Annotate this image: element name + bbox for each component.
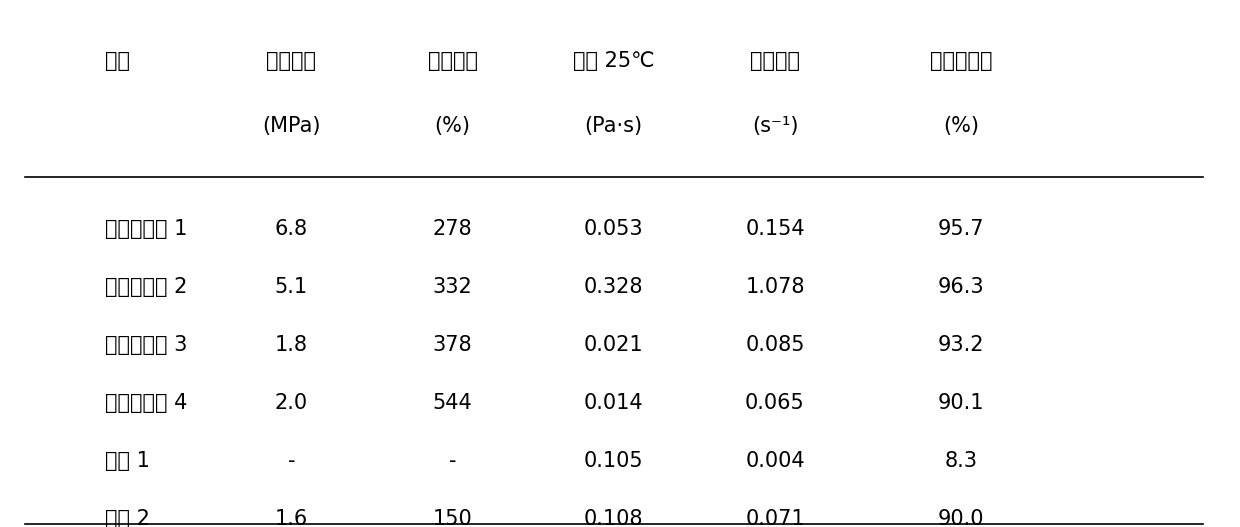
Text: 0.071: 0.071	[745, 509, 805, 527]
Text: 96.3: 96.3	[937, 277, 985, 297]
Text: 引发速率: 引发速率	[750, 51, 800, 71]
Text: 0.053: 0.053	[584, 219, 644, 239]
Text: 90.0: 90.0	[937, 509, 985, 527]
Text: 95.7: 95.7	[937, 219, 985, 239]
Text: 拉伸应力: 拉伸应力	[267, 51, 316, 71]
Text: 8.3: 8.3	[945, 451, 977, 471]
Text: 应用实施例 1: 应用实施例 1	[105, 219, 187, 239]
Text: 0.085: 0.085	[745, 335, 805, 355]
Text: 1.078: 1.078	[745, 277, 805, 297]
Text: 最终转化率: 最终转化率	[930, 51, 992, 71]
Text: 对比 2: 对比 2	[105, 509, 150, 527]
Text: 0.065: 0.065	[745, 393, 805, 413]
Text: 应用实施例 3: 应用实施例 3	[105, 335, 187, 355]
Text: 0.014: 0.014	[584, 393, 644, 413]
Text: 1.6: 1.6	[275, 509, 308, 527]
Text: 应用实施例 2: 应用实施例 2	[105, 277, 187, 297]
Text: 90.1: 90.1	[937, 393, 985, 413]
Text: 对比 1: 对比 1	[105, 451, 150, 471]
Text: 0.105: 0.105	[584, 451, 644, 471]
Text: (s⁻¹): (s⁻¹)	[751, 116, 799, 136]
Text: 93.2: 93.2	[937, 335, 985, 355]
Text: -: -	[288, 451, 295, 471]
Text: 5.1: 5.1	[275, 277, 308, 297]
Text: 378: 378	[433, 335, 472, 355]
Text: 0.328: 0.328	[584, 277, 644, 297]
Text: 0.004: 0.004	[745, 451, 805, 471]
Text: 配方: 配方	[105, 51, 130, 71]
Text: -: -	[449, 451, 456, 471]
Text: 黏度 25℃: 黏度 25℃	[573, 51, 655, 71]
Text: 6.8: 6.8	[275, 219, 308, 239]
Text: 1.8: 1.8	[275, 335, 308, 355]
Text: 应用实施例 4: 应用实施例 4	[105, 393, 187, 413]
Text: 0.108: 0.108	[584, 509, 644, 527]
Text: 0.154: 0.154	[745, 219, 805, 239]
Text: 150: 150	[433, 509, 472, 527]
Text: (Pa·s): (Pa·s)	[585, 116, 642, 136]
Text: 544: 544	[433, 393, 472, 413]
Text: 332: 332	[433, 277, 472, 297]
Text: 278: 278	[433, 219, 472, 239]
Text: 0.021: 0.021	[584, 335, 644, 355]
Text: 拉伸应变: 拉伸应变	[428, 51, 477, 71]
Text: (MPa): (MPa)	[262, 116, 321, 136]
Text: (%): (%)	[942, 116, 980, 136]
Text: 2.0: 2.0	[275, 393, 308, 413]
Text: (%): (%)	[434, 116, 471, 136]
